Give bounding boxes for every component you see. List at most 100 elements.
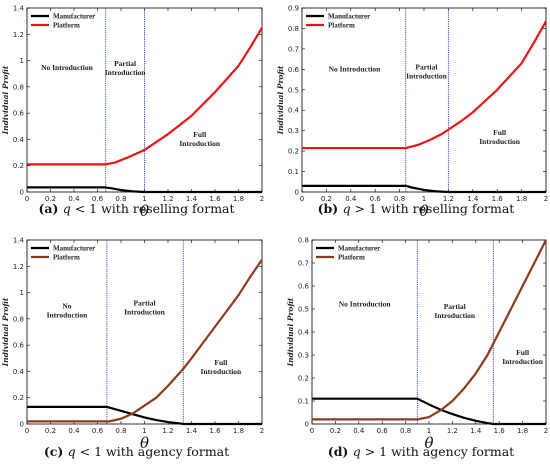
x-axis-label: θ xyxy=(140,202,149,220)
region-label: Introduction xyxy=(124,308,166,317)
caption-text: > 1 with reselling format xyxy=(351,201,515,216)
x-tick-label: 0.2 xyxy=(321,195,332,203)
y-tick-label: 1.4 xyxy=(13,5,25,13)
region-label: Full xyxy=(214,358,227,367)
y-tick-label: 1 xyxy=(20,57,24,65)
x-tick-label: 0.2 xyxy=(45,427,56,435)
region-label: Partial xyxy=(415,62,437,71)
caption-tag: (c) xyxy=(44,444,68,459)
region-label: Full xyxy=(493,128,506,137)
series-line-platform xyxy=(302,20,547,150)
x-tick-label: 1.6 xyxy=(209,427,221,435)
x-tick-label: 0.4 xyxy=(345,195,357,203)
series-line-manufacturer xyxy=(27,186,262,194)
legend-label: Platform xyxy=(53,254,80,262)
region-label: Introduction xyxy=(47,310,89,319)
caption-variable: q xyxy=(343,201,351,216)
caption-text: < 1 with agency format xyxy=(76,444,230,459)
region-label: No Introduction xyxy=(329,64,382,73)
y-tick-label: 0.2 xyxy=(288,148,299,156)
region-label: Introduction xyxy=(105,68,147,77)
y-tick-label: 0 xyxy=(20,189,24,197)
y-tick-label: 0.8 xyxy=(13,83,24,91)
region-label: Introduction xyxy=(479,137,521,146)
y-tick-label: 0.8 xyxy=(13,315,24,323)
y-tick-label: 0 xyxy=(305,421,309,429)
y-tick-label: 0.2 xyxy=(13,394,24,402)
y-axis-label: Individual Profit xyxy=(276,65,285,135)
panel-caption: (d) q > 1 with agency format xyxy=(328,444,514,459)
caption-variable: q xyxy=(63,201,71,216)
panel-caption: (b) q > 1 with reselling format xyxy=(318,201,515,216)
x-tick-label: 0.8 xyxy=(115,195,126,203)
legend-label: Platform xyxy=(53,22,80,30)
y-tick-label: 0.4 xyxy=(288,107,300,115)
series-line-manufacturer xyxy=(302,184,546,194)
x-tick-label: 1.2 xyxy=(162,195,173,203)
y-tick-label: 0.5 xyxy=(288,86,299,94)
x-tick-label: 0.8 xyxy=(394,195,405,203)
x-axis-label: θ xyxy=(424,434,433,452)
panel-a: 0 0.2 0.4 0.6 0.8 1 1.2 1.4 1.6 1.8 2 0 0.2 0.4 0.6 0.8… xyxy=(1,5,264,221)
x-tick-label: 0.2 xyxy=(330,427,341,435)
x-tick-label: 0 xyxy=(25,427,29,435)
y-tick-label: 0.6 xyxy=(13,342,25,350)
x-tick-label: 0.4 xyxy=(353,427,365,435)
x-tick-label: 1.6 xyxy=(492,195,504,203)
y-tick-label: 0.6 xyxy=(13,110,25,118)
x-tick-label: 0 xyxy=(25,195,29,203)
legend-label: Platform xyxy=(338,254,365,262)
y-axis-label: Individual Profit xyxy=(286,297,295,367)
region-label: Partial xyxy=(444,302,466,311)
region-label: No Introduction xyxy=(41,63,94,72)
x-tick-label: 1.8 xyxy=(233,427,244,435)
y-tick-label: 0.3 xyxy=(298,352,309,360)
x-tick-label: 1.8 xyxy=(517,427,528,435)
plot-frame xyxy=(301,7,547,193)
legend-label: Manufacturer xyxy=(328,13,370,21)
x-tick-label: 1.2 xyxy=(447,427,458,435)
y-tick-label: 0.4 xyxy=(13,136,25,144)
x-tick-label: 0.6 xyxy=(92,427,104,435)
y-axis-label: Individual Profit xyxy=(1,65,10,135)
y-tick-label: 0.4 xyxy=(13,368,25,376)
x-tick-label: 0.8 xyxy=(400,427,411,435)
x-tick-label: 0.8 xyxy=(115,427,126,435)
y-tick-label: 0.9 xyxy=(288,5,299,13)
x-tick-label: 1.4 xyxy=(467,195,479,203)
caption-text: > 1 with agency format xyxy=(361,444,515,459)
legend-label: Manufacturer xyxy=(338,245,380,253)
y-tick-label: 0.1 xyxy=(288,168,299,176)
region-label: Introduction xyxy=(406,71,448,80)
x-tick-label: 2 xyxy=(544,195,548,203)
legend-label: Manufacturer xyxy=(53,245,95,253)
y-tick-label: 0.5 xyxy=(298,306,309,314)
panel-c: 0 0.2 0.4 0.6 0.8 1 1.2 1.4 1.6 1.8 2 0 0.2 0.4 0.6 0.8… xyxy=(1,237,264,460)
region-label: No xyxy=(62,301,71,310)
x-tick-label: 0 xyxy=(300,195,304,203)
y-tick-label: 0.2 xyxy=(13,162,24,170)
y-tick-label: 0.2 xyxy=(298,375,309,383)
plot-frame xyxy=(311,239,547,425)
series-line-manufacturer xyxy=(312,397,546,426)
panel-d: 0 0.2 0.4 0.6 0.8 1 1.2 1.4 1.6 1.8 2 0 0.1 0.2 0.3 0.4… xyxy=(286,237,548,460)
y-tick-label: 1.2 xyxy=(13,31,24,39)
plot-frame xyxy=(26,239,263,425)
region-label: Partial xyxy=(133,299,155,308)
region-label: No Introduction xyxy=(339,300,392,309)
y-tick-label: 1.4 xyxy=(13,237,25,245)
series-line-manufacturer xyxy=(27,405,262,426)
x-tick-label: 0.2 xyxy=(45,195,56,203)
x-tick-label: 0.4 xyxy=(68,195,80,203)
x-tick-label: 0.6 xyxy=(370,195,382,203)
x-tick-label: 2 xyxy=(260,195,264,203)
x-tick-label: 1 xyxy=(142,427,146,435)
x-tick-label: 1.4 xyxy=(186,195,198,203)
y-axis-label: Individual Profit xyxy=(1,297,10,367)
y-tick-label: 0.7 xyxy=(298,260,309,268)
y-tick-label: 0 xyxy=(20,421,24,429)
series-line-platform xyxy=(312,239,547,421)
region-label: Full xyxy=(516,348,529,357)
y-tick-label: 0.3 xyxy=(288,127,299,135)
y-tick-label: 0.1 xyxy=(298,398,309,406)
